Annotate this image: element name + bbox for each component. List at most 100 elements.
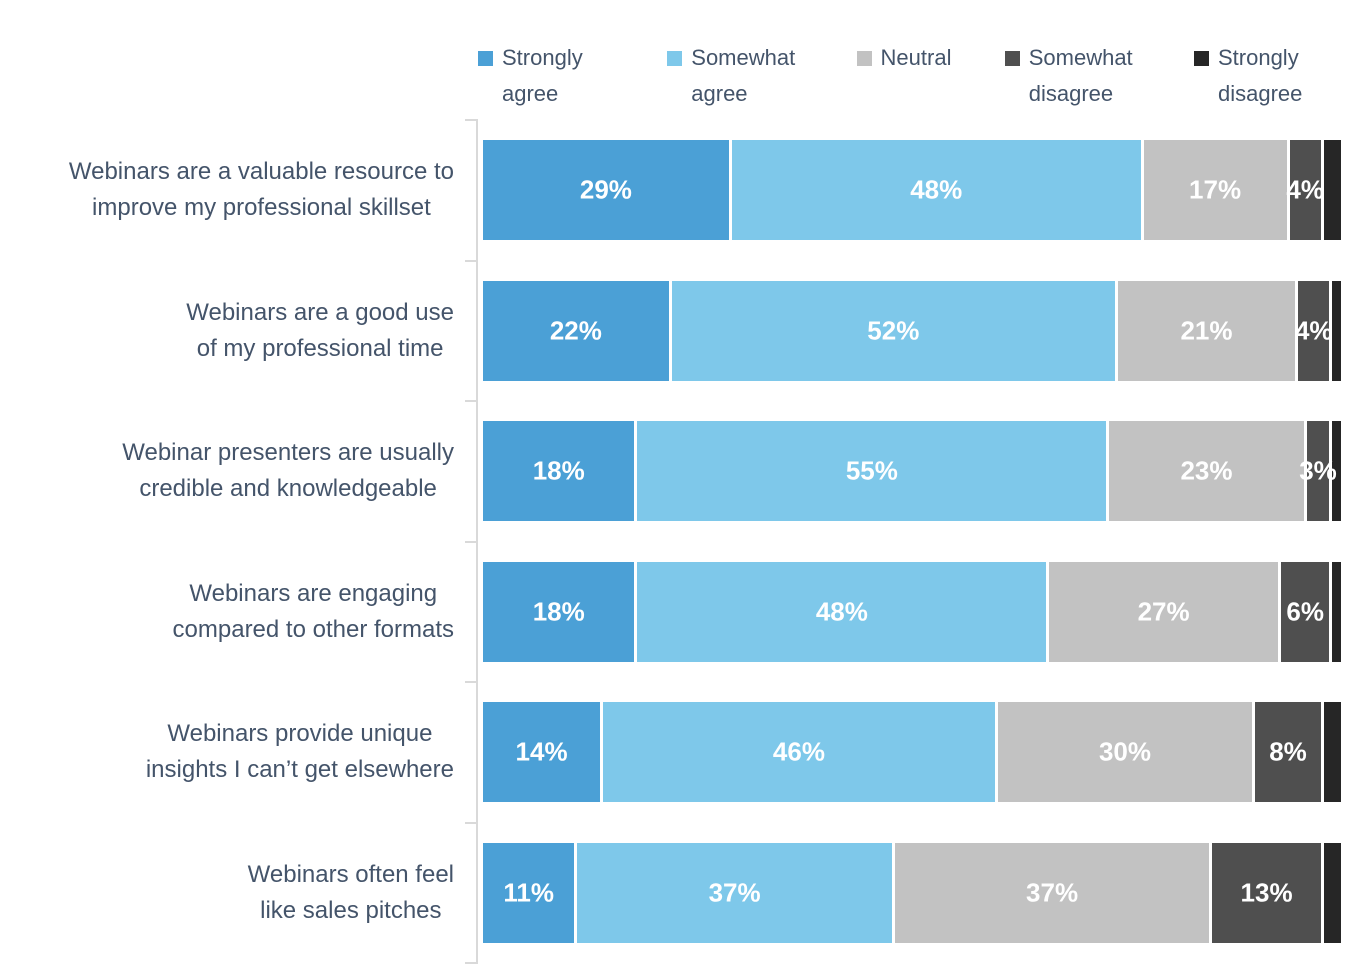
legend-item: Somewhat agree bbox=[667, 40, 803, 111]
bar-row: 14% 46% 30% 8% bbox=[483, 682, 1341, 823]
bar-segment: 4% bbox=[1286, 140, 1324, 240]
bar-segment bbox=[1332, 561, 1341, 662]
bar-segment: 18% bbox=[483, 421, 638, 521]
bar-segment: 4% bbox=[1294, 280, 1333, 381]
segment-value-label: 55% bbox=[845, 455, 898, 486]
legend-swatch-icon bbox=[856, 51, 872, 66]
bar-segment: 21% bbox=[1117, 280, 1299, 381]
bar-segment: 8% bbox=[1255, 702, 1324, 802]
bar-segment: 30% bbox=[997, 702, 1256, 802]
legend-swatch-icon bbox=[1004, 51, 1020, 66]
bar-segment: 6% bbox=[1280, 561, 1333, 662]
stacked-bar: 18% 55% 23% 3% bbox=[483, 421, 1341, 521]
bar-segment: 46% bbox=[603, 702, 998, 802]
segment-value-label: 48% bbox=[910, 174, 963, 205]
category-label-line: like sales pitches bbox=[260, 896, 442, 924]
category-label: Webinars are engaging compared to other f… bbox=[173, 576, 454, 648]
category-label-line: Webinars are a good use bbox=[186, 298, 454, 326]
stacked-bar: 11% 37% 37% 13% bbox=[483, 842, 1341, 943]
segment-value-label: 22% bbox=[549, 315, 602, 345]
bar-row: 11% 37% 37% 13% bbox=[483, 823, 1341, 964]
bar-segment: 11% bbox=[483, 842, 578, 943]
category-label-line: Webinars provide unique bbox=[167, 720, 433, 748]
segment-value-label: 4% bbox=[1294, 315, 1333, 345]
bar-segment: 23% bbox=[1109, 421, 1307, 521]
legend-swatch-icon bbox=[1193, 51, 1209, 66]
legend-item: Neutral bbox=[856, 40, 952, 111]
axis-tick bbox=[465, 681, 478, 683]
axis-tick bbox=[465, 400, 478, 402]
bar-row: 29% 48% 17% 4% bbox=[483, 120, 1341, 261]
axis-tick bbox=[465, 119, 478, 121]
segment-value-label: 14% bbox=[515, 736, 568, 767]
segment-value-label: 48% bbox=[815, 596, 868, 626]
category-label-line: improve my professional skillset bbox=[92, 194, 431, 222]
segment-value-label: 6% bbox=[1286, 596, 1324, 626]
legend-swatch-icon bbox=[478, 51, 493, 66]
stacked-bar: 18% 48% 27% 6% bbox=[483, 561, 1341, 662]
bar-segment: 37% bbox=[894, 842, 1213, 943]
legend-item-label: Strongly agree bbox=[502, 45, 583, 106]
legend-swatch-icon bbox=[667, 51, 683, 66]
category-label: Webinar presenters are usually credible a… bbox=[122, 435, 454, 507]
legend-item: Somewhat disagree bbox=[1004, 40, 1141, 111]
bar-segment: 22% bbox=[483, 280, 672, 381]
segment-value-label: 17% bbox=[1189, 174, 1242, 205]
category-label-line: Webinar presenters are usually bbox=[122, 439, 454, 467]
category-label-line: compared to other formats bbox=[172, 615, 454, 643]
bar-segment: 14% bbox=[483, 702, 604, 802]
bar-segment: 29% bbox=[483, 140, 732, 240]
category-labels: Webinars are a valuable resource to impro… bbox=[0, 120, 454, 963]
segment-value-label: 46% bbox=[772, 736, 825, 767]
category-label-line: of my professional time bbox=[196, 334, 444, 362]
bar-segment: 18% bbox=[483, 561, 638, 662]
bar-segment: 37% bbox=[577, 842, 895, 943]
segment-value-label: 11% bbox=[503, 877, 554, 907]
stacked-bar: 14% 46% 30% 8% bbox=[483, 702, 1341, 802]
bar-row: 18% 55% 23% 3% bbox=[483, 401, 1341, 542]
legend-item-label: Neutral bbox=[880, 45, 952, 70]
segment-value-label: 18% bbox=[532, 596, 585, 626]
axis-tick bbox=[465, 821, 478, 824]
legend-item-label: Strongly disagree bbox=[1217, 45, 1303, 106]
bar-segment: 13% bbox=[1212, 842, 1324, 943]
segment-value-label: 21% bbox=[1180, 315, 1233, 345]
segment-value-label: 37% bbox=[708, 877, 761, 907]
bar-segment: 55% bbox=[637, 421, 1110, 521]
segment-value-label: 18% bbox=[532, 455, 585, 486]
bar-segment bbox=[1323, 702, 1341, 802]
stacked-bar: 29% 48% 17% 4% bbox=[483, 140, 1341, 240]
category-label-slot: Webinars are a valuable resource to impro… bbox=[0, 120, 454, 261]
category-label: Webinars often feel like sales pitches bbox=[248, 857, 454, 929]
category-label-slot: Webinars provide unique insights I can’t … bbox=[0, 682, 454, 823]
category-label: Webinars are a good use of my professiona… bbox=[186, 295, 454, 367]
segment-value-label: 30% bbox=[1098, 736, 1151, 767]
category-label: Webinars provide unique insights I can’t … bbox=[146, 716, 454, 788]
axis-tick bbox=[465, 540, 478, 543]
bar-segment bbox=[1323, 842, 1341, 943]
axis-tick bbox=[465, 259, 478, 262]
bar-segment: 17% bbox=[1143, 140, 1290, 240]
bar-segment bbox=[1332, 421, 1341, 521]
stacked-bar: 22% 52% 21% 4% bbox=[483, 280, 1341, 381]
category-label-line: insights I can’t get elsewhere bbox=[145, 756, 454, 784]
legend-item-label: Somewhat disagree bbox=[1028, 45, 1133, 106]
category-label-slot: Webinar presenters are usually credible a… bbox=[0, 401, 454, 542]
legend-item-label: Somewhat agree bbox=[691, 45, 796, 106]
segment-value-label: 4% bbox=[1286, 174, 1324, 205]
axis-tick bbox=[465, 962, 478, 964]
segment-value-label: 13% bbox=[1240, 877, 1293, 907]
segment-value-label: 52% bbox=[867, 315, 920, 345]
legend-item: Strongly disagree bbox=[1193, 40, 1330, 111]
legend-item: Strongly agree bbox=[478, 40, 614, 111]
category-label: Webinars are a valuable resource to impro… bbox=[69, 154, 454, 226]
bar-row: 22% 52% 21% 4% bbox=[483, 261, 1341, 402]
category-label-line: Webinars are engaging bbox=[189, 579, 438, 607]
category-label-slot: Webinars are a good use of my professiona… bbox=[0, 261, 454, 402]
category-label-line: Webinars are a valuable resource to bbox=[68, 158, 454, 186]
legend: Strongly agree Somewhat agree Neutral Somew… bbox=[478, 40, 1330, 111]
bar-segment: 48% bbox=[731, 140, 1144, 240]
bar-row: 18% 48% 27% 6% bbox=[483, 542, 1341, 683]
segment-value-label: 3% bbox=[1299, 455, 1337, 486]
